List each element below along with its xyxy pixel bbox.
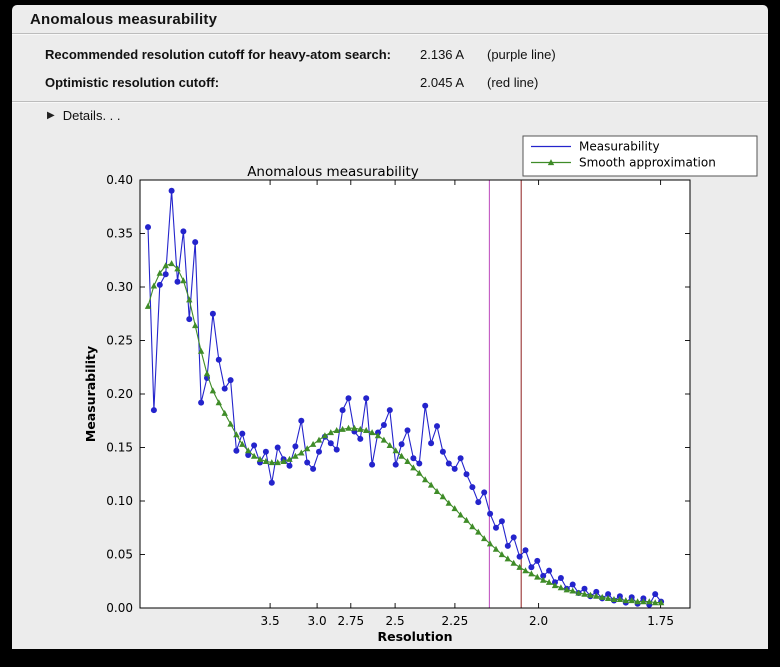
svg-text:0.05: 0.05 — [106, 548, 133, 562]
optimistic-cutoff-row: Optimistic resolution cutoff: 2.045 A (r… — [45, 75, 755, 93]
svg-text:0.15: 0.15 — [106, 441, 133, 455]
plot-area — [140, 180, 690, 608]
cutoff-lines — [488, 180, 522, 608]
svg-text:2.5: 2.5 — [386, 614, 405, 628]
optimistic-cutoff-note: (red line) — [487, 75, 539, 90]
details-toggle[interactable]: ▶ Details. . . — [47, 108, 121, 123]
optimistic-cutoff-label: Optimistic resolution cutoff: — [45, 75, 220, 90]
svg-text:2.75: 2.75 — [337, 614, 364, 628]
svg-text:0.30: 0.30 — [106, 280, 133, 294]
legend-entry: Measurability — [579, 140, 660, 154]
series-smooth-approximation — [144, 260, 665, 606]
disclosure-triangle-icon: ▶ — [47, 110, 55, 121]
svg-text:1.75: 1.75 — [647, 614, 674, 628]
svg-text:0.35: 0.35 — [106, 227, 133, 241]
svg-text:2.25: 2.25 — [442, 614, 469, 628]
anomalous-measurability-chart: Anomalous measurability 0.00 0.05 0.10 0.15 0… — [72, 130, 768, 646]
svg-text:0.10: 0.10 — [106, 494, 133, 508]
svg-text:2.0: 2.0 — [529, 614, 548, 628]
chart-legend: Measurability Smooth approximation — [522, 135, 758, 177]
svg-text:0.25: 0.25 — [106, 334, 133, 348]
content-divider — [12, 101, 768, 103]
y-axis-ticks: 0.00 0.05 0.10 0.15 0.20 0.25 0.30 0.35 0.40 — [106, 173, 690, 615]
recommended-cutoff-row: Recommended resolution cutoff for heavy-… — [45, 47, 755, 65]
svg-text:0.00: 0.00 — [106, 601, 133, 615]
recommended-cutoff-label: Recommended resolution cutoff for heavy-… — [45, 47, 392, 62]
chart-title: Anomalous measurability — [247, 164, 419, 180]
anomalous-measurability-panel: Anomalous measurability Recommended reso… — [12, 5, 768, 649]
x-axis-ticks: 3.5 3.0 2.75 2.5 2.25 2.0 1.75 — [261, 180, 674, 628]
details-label: Details. . . — [62, 108, 121, 123]
page-title: Anomalous measurability — [30, 11, 218, 28]
x-axis-label: Resolution — [377, 629, 452, 644]
header-divider — [12, 33, 768, 35]
recommended-cutoff-note: (purple line) — [487, 47, 556, 62]
svg-text:3.5: 3.5 — [261, 614, 280, 628]
svg-text:3.0: 3.0 — [308, 614, 327, 628]
svg-text:0.20: 0.20 — [106, 387, 133, 401]
axes-frame — [139, 179, 691, 609]
recommended-cutoff-value: 2.136 A — [420, 47, 465, 62]
legend-entry: Smooth approximation — [579, 156, 716, 170]
optimistic-cutoff-value: 2.045 A — [420, 75, 465, 90]
y-axis-label: Measurability — [83, 346, 98, 442]
chart-svg: Anomalous measurability0.000.050.100.150… — [83, 135, 758, 644]
svg-text:0.40: 0.40 — [106, 173, 133, 187]
